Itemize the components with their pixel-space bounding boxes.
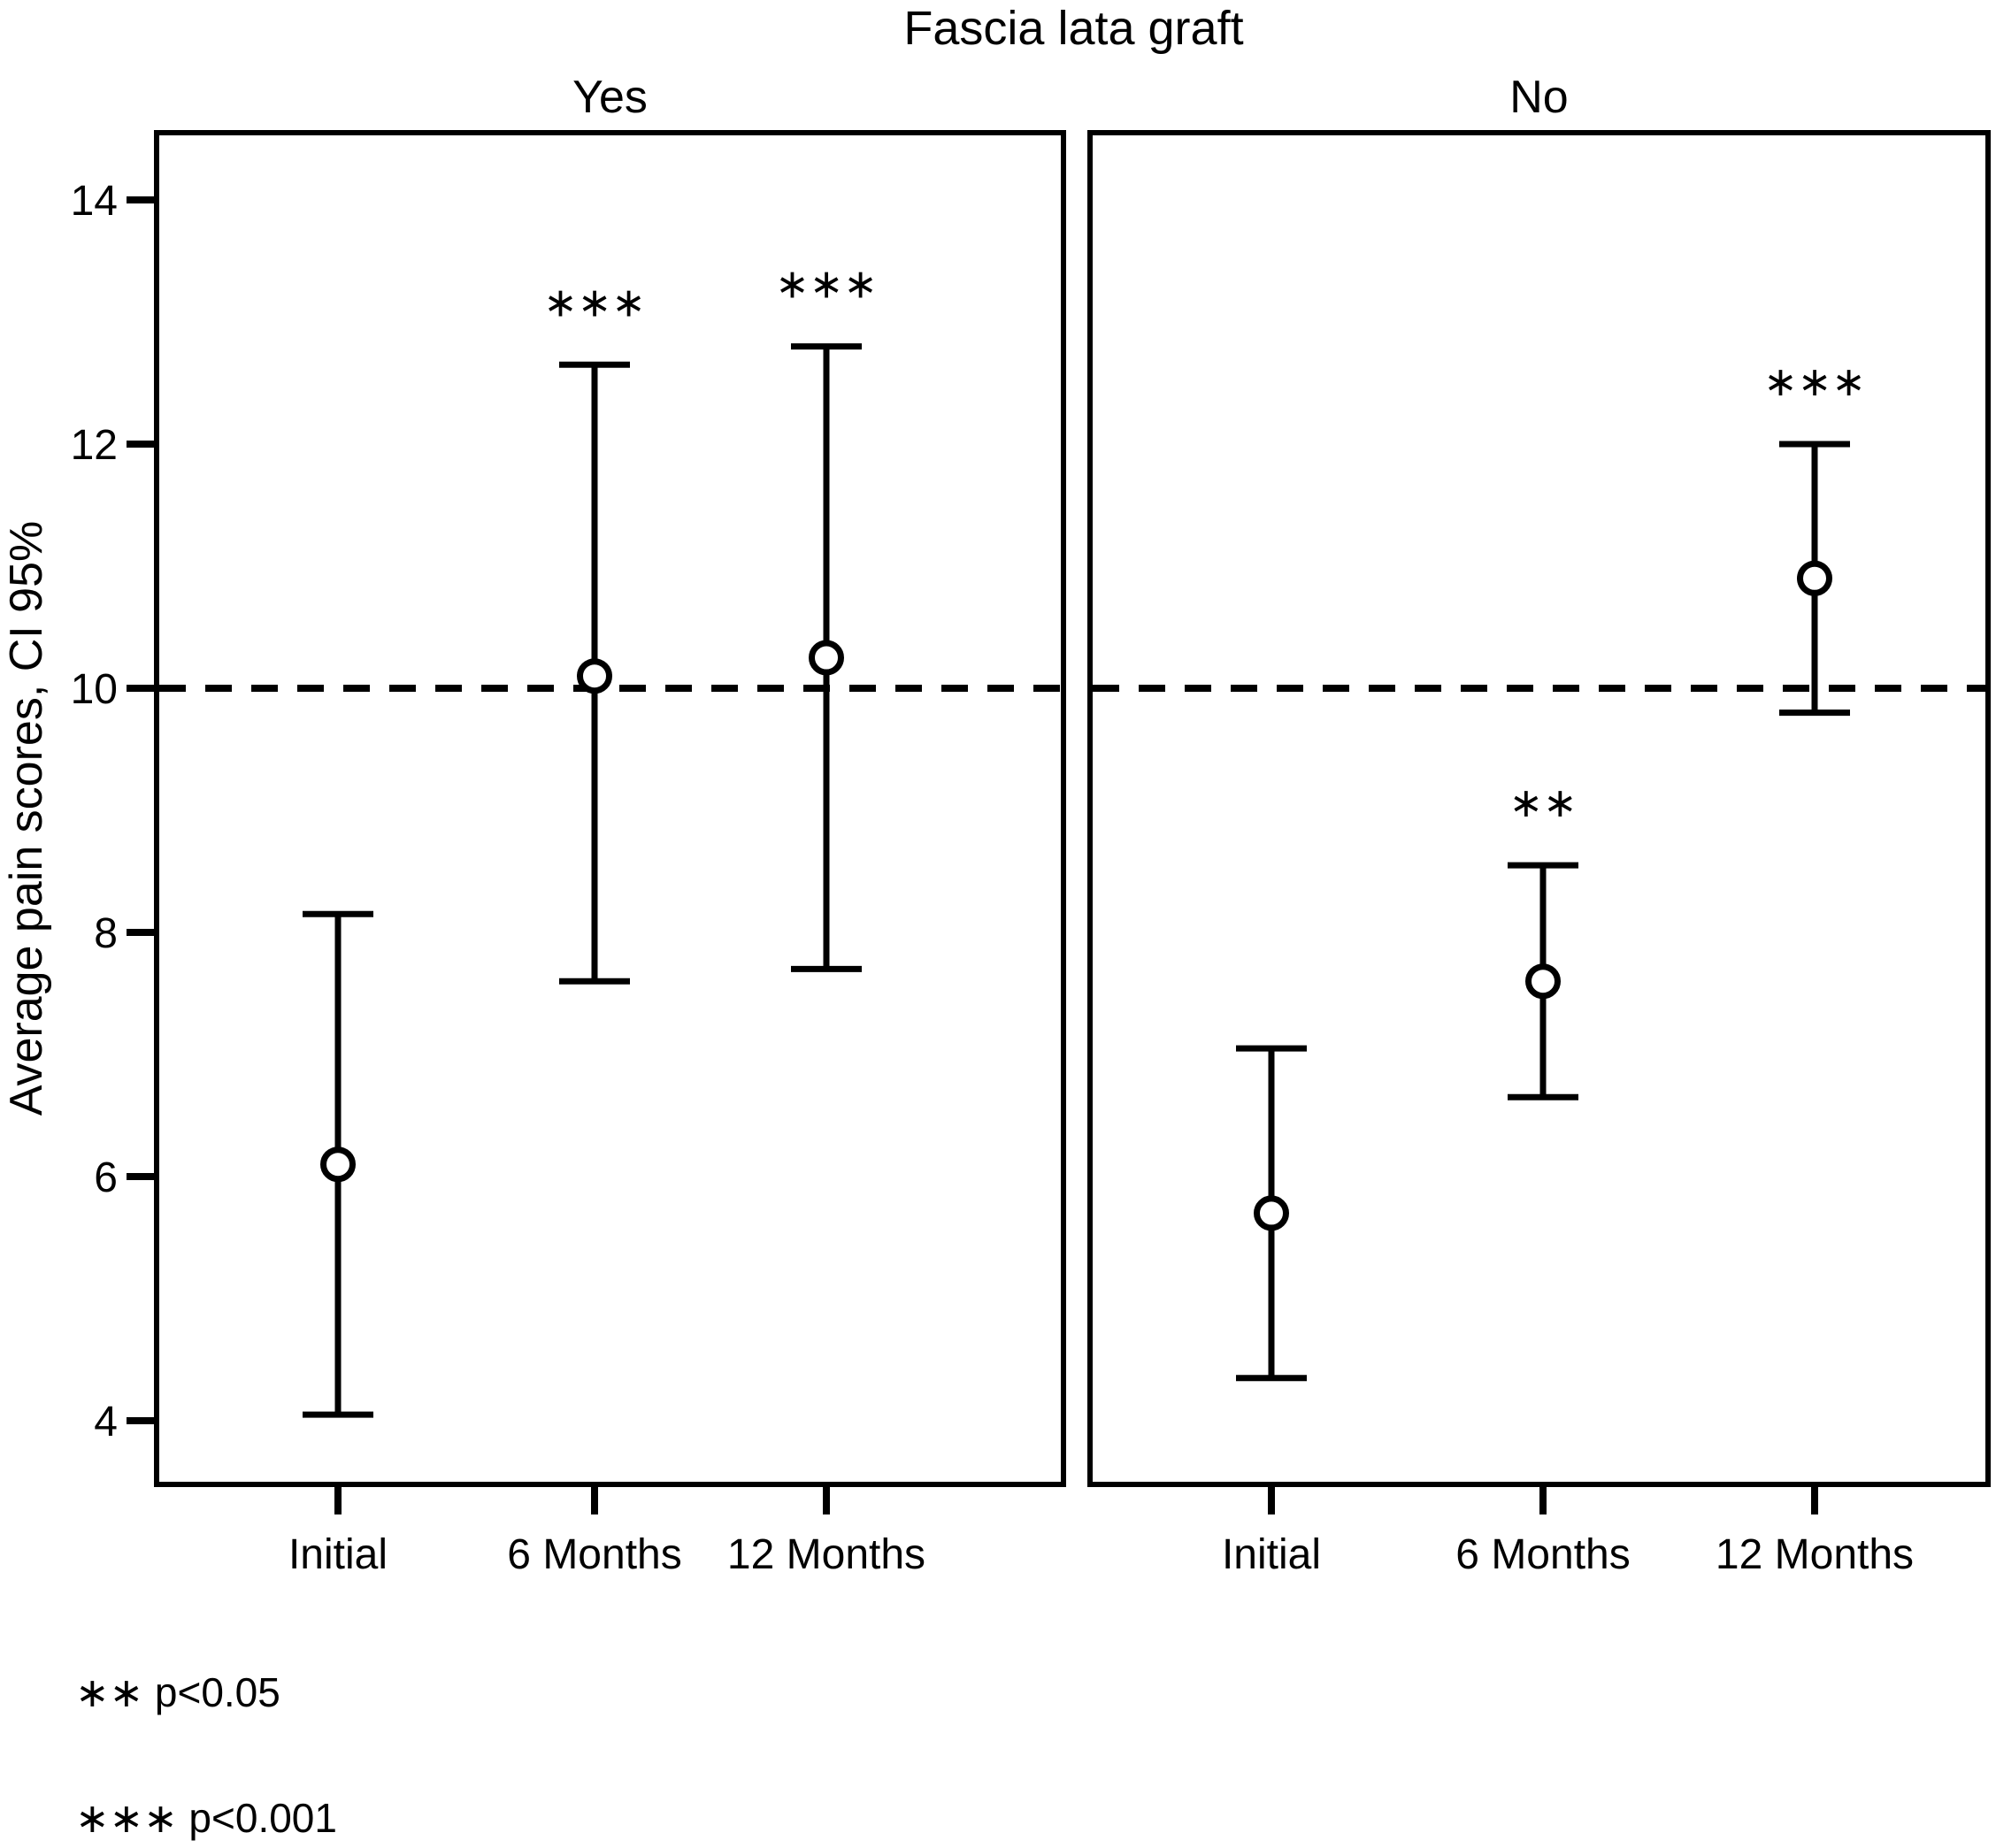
error-bar-yes-3: ∗∗∗ 12 Months — [727, 261, 925, 1578]
category-label: 6 Months — [1455, 1531, 1630, 1578]
y-tick-label: 14 — [71, 178, 118, 225]
category-label: 12 Months — [727, 1531, 925, 1578]
significance-marker: ∗∗ — [1509, 779, 1577, 825]
y-tick-label: 8 — [94, 910, 118, 957]
panel-label-no: No — [1509, 72, 1569, 123]
mean-marker — [809, 640, 844, 676]
category-label: Initial — [1222, 1531, 1321, 1578]
category-label: Initial — [288, 1531, 388, 1578]
significance-marker: ∗∗∗ — [543, 279, 646, 325]
error-bar-no-3: ∗∗∗ 12 Months — [1716, 358, 1914, 1578]
mean-marker — [1254, 1195, 1289, 1231]
error-bar-yes-2: ∗∗∗ 6 Months — [507, 279, 681, 1578]
mean-marker — [577, 658, 612, 694]
footnote-significance-005: ∗∗ p<0.05 — [75, 1669, 280, 1715]
mean-marker — [320, 1146, 356, 1183]
error-bar-no-2: ∗∗ 6 Months — [1455, 779, 1630, 1578]
category-label: 6 Months — [507, 1531, 681, 1578]
error-bar-no-1: Initial — [1222, 1045, 1321, 1578]
category-label: 12 Months — [1716, 1531, 1914, 1578]
panel-label-yes: Yes — [572, 72, 648, 123]
y-tick-label: 10 — [71, 666, 118, 713]
y-tick-label: 4 — [94, 1399, 118, 1445]
error-bar-yes-1: Initial — [288, 910, 388, 1578]
significance-marker: ∗∗∗ — [775, 261, 878, 307]
y-axis: 14 12 10 8 6 4 — [71, 178, 157, 1445]
mean-marker — [1525, 963, 1561, 1000]
panel-yes: Initial ∗∗∗ 6 Months ∗∗∗ 12 Months — [154, 130, 1066, 1578]
panel-no: Initial ∗∗ 6 Months ∗∗∗ 12 Months — [1087, 130, 1991, 1578]
y-tick-label: 12 — [71, 422, 118, 469]
panel-frame — [154, 130, 1066, 1487]
y-tick-label: 6 — [94, 1154, 118, 1201]
significance-marker: ∗∗∗ — [1763, 358, 1866, 404]
footnote-significance-0001: ∗∗∗ p<0.001 — [75, 1795, 337, 1841]
panel-frame — [1087, 130, 1991, 1487]
mean-marker — [1797, 560, 1832, 596]
chart-title: Fascia lata graft — [903, 2, 1244, 55]
